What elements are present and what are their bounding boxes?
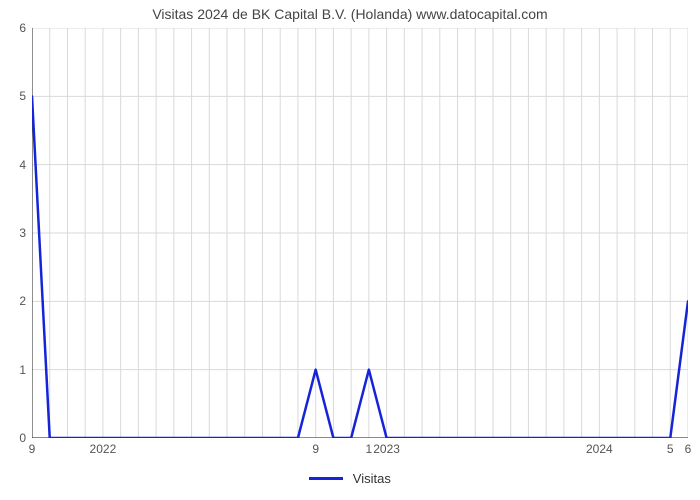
y-tick-label: 6 <box>19 21 26 35</box>
x-tick-label: 1 <box>366 442 373 456</box>
x-tick-label: 9 <box>29 442 36 456</box>
x-tick-label: 2024 <box>586 442 613 456</box>
x-tick-label: 6 <box>685 442 692 456</box>
legend-label: Visitas <box>353 471 391 486</box>
chart-title: Visitas 2024 de BK Capital B.V. (Holanda… <box>0 6 700 22</box>
plot-area: 012345692022920231202456 <box>32 28 688 438</box>
x-tick-label: 9 <box>312 442 319 456</box>
y-tick-label: 0 <box>19 431 26 445</box>
x-tick-label: 2023 <box>373 442 400 456</box>
legend-swatch <box>309 477 343 480</box>
legend: Visitas <box>0 470 700 486</box>
y-tick-label: 4 <box>19 158 26 172</box>
x-tick-label: 2022 <box>90 442 117 456</box>
y-tick-label: 5 <box>19 89 26 103</box>
chart-svg <box>32 28 688 438</box>
y-tick-label: 3 <box>19 226 26 240</box>
chart-container: Visitas 2024 de BK Capital B.V. (Holanda… <box>0 0 700 500</box>
x-tick-label: 5 <box>667 442 674 456</box>
y-tick-label: 2 <box>19 294 26 308</box>
y-tick-label: 1 <box>19 363 26 377</box>
